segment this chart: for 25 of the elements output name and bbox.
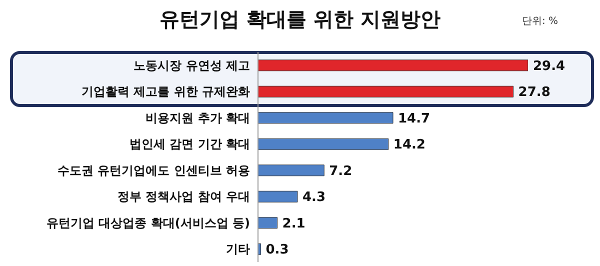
bar <box>258 217 278 229</box>
y-tick-label: 정부 정책사업 참여 우대 <box>117 190 250 204</box>
y-tick-label: 기업활력 제고를 위한 규제완화 <box>81 84 250 99</box>
bar <box>258 164 324 176</box>
y-tick-label: 법인세 감면 기간 확대 <box>129 137 250 152</box>
data-label: 2.1 <box>282 216 306 232</box>
y-tick-label: 유턴기업 대상업종 확대(서비스업 등) <box>46 216 250 230</box>
y-tick-label: 수도권 유턴기업에도 인센티브 허용 <box>57 163 250 178</box>
data-label: 27.8 <box>518 85 550 100</box>
data-label: 14.2 <box>393 138 426 153</box>
chart-title: 유턴기업 확대를 위한 지원방안 <box>160 7 440 31</box>
data-label: 0.3 <box>266 242 289 258</box>
data-label: 4.3 <box>302 190 326 206</box>
bar <box>258 86 514 98</box>
bar <box>258 112 394 124</box>
bar <box>258 60 528 72</box>
bar <box>258 138 389 150</box>
data-label: 14.7 <box>398 111 430 126</box>
y-tick-label: 비용지원 추가 확대 <box>146 110 250 125</box>
data-label: 29.4 <box>533 58 566 74</box>
data-label: 7.2 <box>329 164 352 179</box>
text: 단위: % <box>522 15 558 28</box>
y-tick-label: 기타 <box>226 242 250 256</box>
bar <box>258 190 298 202</box>
y-tick-label: 노동시장 유연성 제고 <box>134 58 250 72</box>
